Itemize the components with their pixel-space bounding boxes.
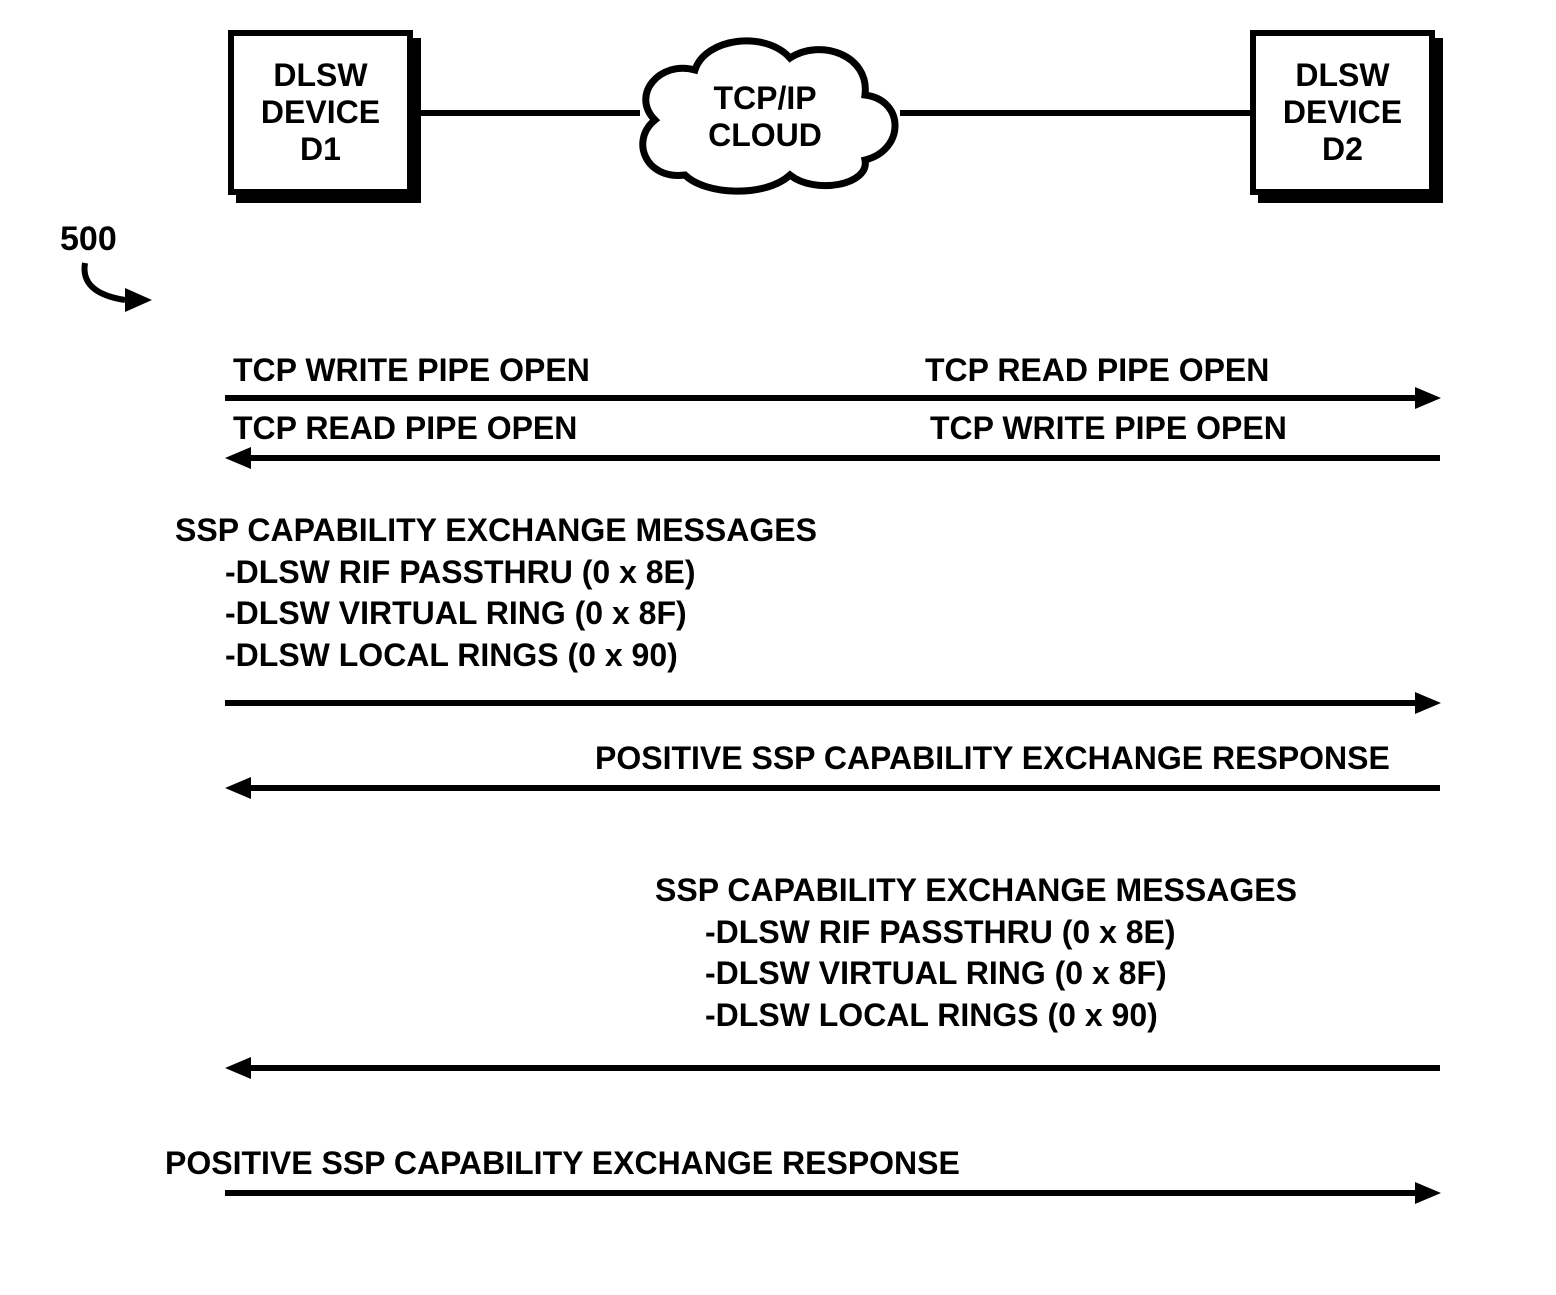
msg-tcp-read-open-d2: TCP READ PIPE OPEN bbox=[925, 352, 1269, 389]
tcpip-cloud: TCP/IP CLOUD bbox=[615, 20, 915, 200]
arrow-pos-d1 bbox=[250, 785, 1440, 791]
arrow-cap-d2 bbox=[250, 1065, 1440, 1071]
pos-response-to-d1: POSITIVE SSP CAPABILITY EXCHANGE RESPONS… bbox=[595, 740, 1390, 777]
pos-response-to-d2: POSITIVE SSP CAPABILITY EXCHANGE RESPONS… bbox=[165, 1145, 960, 1182]
msg-tcp-write-open-d1: TCP WRITE PIPE OPEN bbox=[233, 352, 590, 389]
arrowhead-right-icon bbox=[1415, 692, 1441, 714]
device-label: D2 bbox=[1322, 131, 1363, 168]
device-label: DEVICE bbox=[1283, 94, 1402, 131]
arrowhead-left-icon bbox=[225, 447, 251, 469]
arrow-row2 bbox=[250, 455, 1440, 461]
cloud-label: TCP/IP bbox=[713, 80, 816, 116]
cap-ex-item: -DLSW LOCAL RINGS (0 x 90) bbox=[175, 635, 817, 677]
figure-number: 500 bbox=[60, 220, 117, 259]
device-label: D1 bbox=[300, 131, 341, 168]
device-label: DLSW bbox=[1295, 57, 1389, 94]
device-label: DLSW bbox=[273, 57, 367, 94]
cloud-label: CLOUD bbox=[708, 117, 822, 153]
arrow-pos-d2 bbox=[225, 1190, 1415, 1196]
figure-pointer-arrow-icon bbox=[70, 258, 160, 318]
dlsw-device-d1: DLSW DEVICE D1 bbox=[228, 30, 413, 195]
cap-exchange-d2: SSP CAPABILITY EXCHANGE MESSAGES -DLSW R… bbox=[655, 870, 1297, 1036]
dlsw-device-d2: DLSW DEVICE D2 bbox=[1250, 30, 1435, 195]
arrowhead-right-icon bbox=[1415, 1182, 1441, 1204]
cap-ex-item: -DLSW VIRTUAL RING (0 x 8F) bbox=[175, 593, 817, 635]
arrowhead-left-icon bbox=[225, 1057, 251, 1079]
cap-exchange-d1: SSP CAPABILITY EXCHANGE MESSAGES -DLSW R… bbox=[175, 510, 817, 676]
cap-ex-item: -DLSW VIRTUAL RING (0 x 8F) bbox=[655, 953, 1297, 995]
arrowhead-left-icon bbox=[225, 777, 251, 799]
arrowhead-right-icon bbox=[1415, 387, 1441, 409]
link-cloud-d2 bbox=[900, 110, 1250, 116]
cap-ex-title: SSP CAPABILITY EXCHANGE MESSAGES bbox=[175, 512, 817, 548]
cap-ex-item: -DLSW RIF PASSTHRU (0 x 8E) bbox=[175, 552, 817, 594]
arrow-cap-d1 bbox=[225, 700, 1415, 706]
arrow-row1 bbox=[225, 395, 1415, 401]
msg-tcp-read-open-d1: TCP READ PIPE OPEN bbox=[233, 410, 577, 447]
msg-tcp-write-open-d2: TCP WRITE PIPE OPEN bbox=[930, 410, 1287, 447]
protocol-sequence-diagram: DLSW DEVICE D1 TCP/IP CLOUD DLSW DEVICE … bbox=[0, 0, 1556, 1295]
cap-ex-item: -DLSW LOCAL RINGS (0 x 90) bbox=[655, 995, 1297, 1037]
cap-ex-item: -DLSW RIF PASSTHRU (0 x 8E) bbox=[655, 912, 1297, 954]
cap-ex-title: SSP CAPABILITY EXCHANGE MESSAGES bbox=[655, 872, 1297, 908]
link-d1-cloud bbox=[420, 110, 640, 116]
device-label: DEVICE bbox=[261, 94, 380, 131]
